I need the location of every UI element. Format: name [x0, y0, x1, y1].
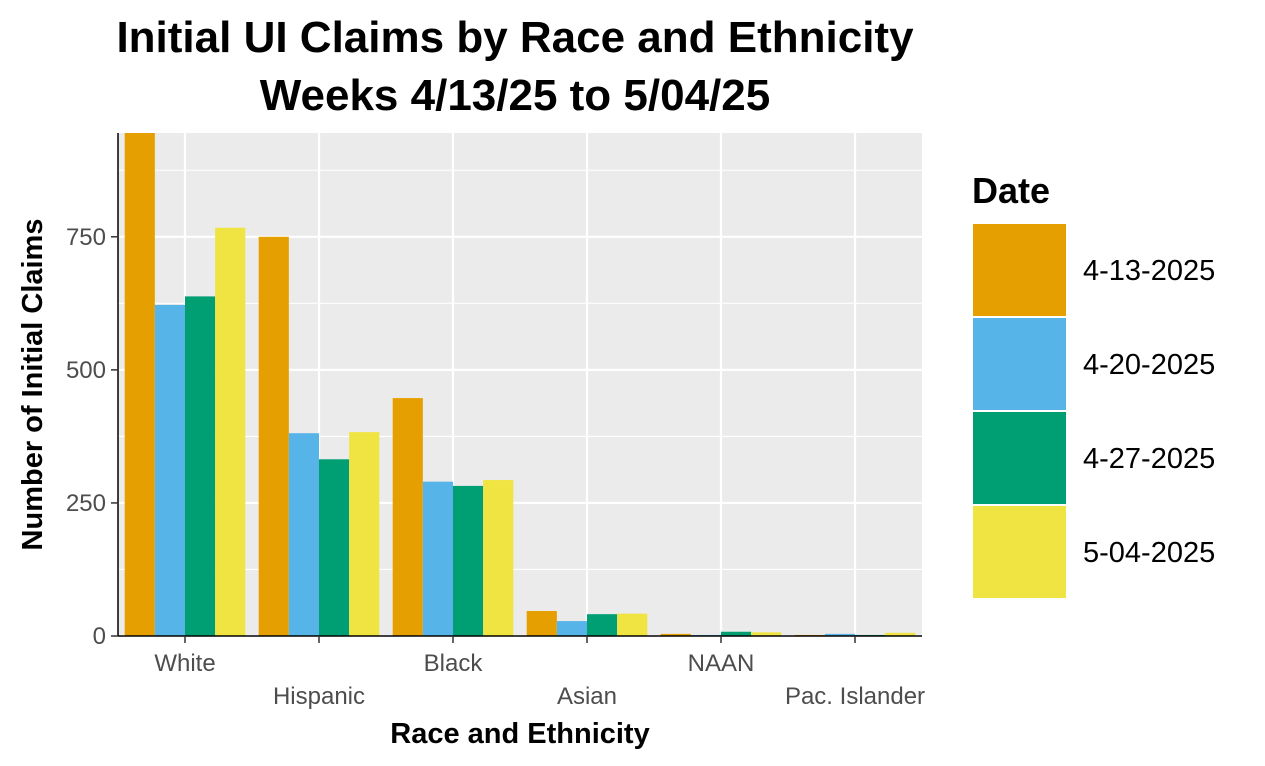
y-axis-title: Number of Initial Claims	[17, 219, 49, 551]
legend-key	[971, 222, 1068, 318]
legend-key	[971, 316, 1068, 412]
bar	[617, 613, 648, 636]
plot-panel	[118, 133, 922, 636]
chart-title: Initial UI Claims by Race and Ethnicity	[116, 13, 914, 62]
y-tick-label: 0	[93, 623, 106, 650]
legend-label: 4-13-2025	[1083, 255, 1215, 287]
legend-key	[971, 410, 1068, 506]
bar	[124, 133, 155, 636]
bar	[319, 459, 350, 636]
x-tick-label: Asian	[557, 683, 617, 710]
bar	[453, 485, 484, 636]
y-tick-label: 250	[66, 490, 106, 517]
legend-title: Date	[972, 170, 1050, 211]
bar	[587, 614, 618, 636]
bar	[660, 633, 691, 636]
bar	[349, 432, 380, 636]
y-tick-label: 500	[66, 357, 106, 384]
x-axis-title: Race and Ethnicity	[390, 718, 649, 750]
legend-label: 5-04-2025	[1083, 537, 1215, 569]
legend-label: 4-27-2025	[1083, 443, 1215, 475]
x-tick-label: White	[154, 650, 215, 677]
bar	[526, 610, 557, 636]
bar	[422, 481, 453, 636]
bar	[483, 480, 514, 636]
bar	[288, 433, 319, 636]
legend-label: 4-20-2025	[1083, 349, 1215, 381]
bar	[751, 632, 782, 636]
bar	[185, 296, 216, 636]
bar	[215, 227, 246, 636]
x-tick-label: Pac. Islander	[785, 683, 925, 710]
x-tick-label: Black	[424, 650, 484, 677]
bar	[258, 236, 289, 637]
bar	[824, 633, 855, 636]
bar	[154, 304, 185, 636]
y-tick-label: 750	[66, 224, 106, 251]
x-tick-label: Hispanic	[273, 683, 365, 710]
x-tick-label: NAAN	[688, 650, 755, 677]
legend-key	[971, 504, 1068, 600]
bar	[556, 621, 587, 636]
bar	[392, 398, 423, 636]
bar	[721, 631, 752, 636]
bar	[885, 632, 916, 636]
chart-subtitle: Weeks 4/13/25 to 5/04/25	[259, 71, 771, 120]
